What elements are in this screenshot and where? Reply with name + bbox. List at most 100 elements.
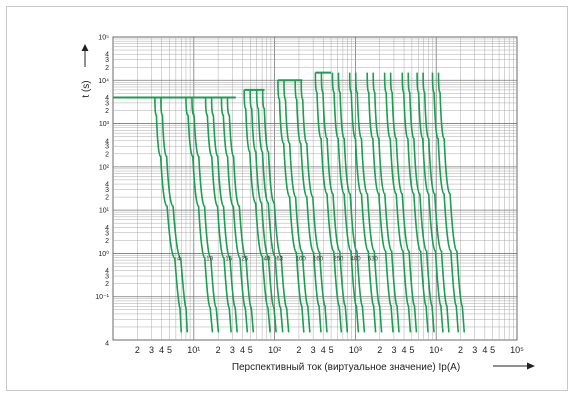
x-tick-label: 2 (135, 345, 140, 355)
fuse-curve-max (210, 97, 238, 333)
rating-label: 4 (177, 257, 181, 263)
fuse-curve-max (261, 89, 290, 333)
x-tick-label: 5 (490, 345, 495, 355)
y-tick-label: 2 (105, 65, 109, 72)
y-tick-label: 4 (105, 52, 109, 59)
x-tick-label: 10⁴ (429, 345, 443, 355)
rating-label: 63 (276, 257, 283, 263)
fuse-curve-max (160, 97, 189, 333)
fuse-curve-min (314, 72, 343, 333)
x-tick-label: 4 (402, 345, 407, 355)
fuse-curve-max (407, 72, 435, 333)
y-tick-label: 10¹ (99, 208, 110, 215)
fuse-curve-min (331, 72, 360, 333)
y-tick-label: 2 (105, 238, 109, 245)
y-tick-label: 3 (105, 187, 109, 194)
rating-label: 10 (206, 257, 213, 263)
x-tick-label: 3 (472, 345, 477, 355)
x-axis-label: Перспективный ток (виртуальное значение)… (232, 362, 460, 373)
fuse-curve-min (416, 72, 444, 333)
y-tick-label: 4 (105, 138, 109, 145)
fuse-curve-max (191, 97, 220, 333)
x-axis-arrowhead (527, 362, 535, 370)
fuse-curve-min (255, 89, 284, 333)
fuse-curve-max (337, 72, 366, 333)
y-tick-label: 10³ (99, 121, 110, 128)
y-tick-label: 3 (105, 100, 109, 107)
fuse-curve-min (243, 89, 271, 333)
y-tick-label: 4 (105, 268, 109, 275)
rating-label: 630 (368, 257, 379, 263)
fuse-curve-min (431, 72, 460, 333)
y-tick-label: 4 (105, 95, 109, 102)
y-tick-label: 10⁴ (98, 78, 109, 85)
fuse-curve-min (185, 97, 214, 333)
y-tick-label: 3 (105, 274, 109, 281)
x-tick-label: 4 (159, 345, 164, 355)
fuse-curve-min (220, 97, 249, 333)
y-tick-label: 2 (105, 281, 109, 288)
fuse-curve-min (348, 72, 377, 333)
fuse-curve-max (226, 97, 255, 333)
y-tick-label: 3 (105, 144, 109, 151)
fuse-curve-min (294, 80, 322, 333)
rating-label: 100 (296, 257, 307, 263)
y-tick-label: 10⁰ (98, 250, 109, 258)
x-tick-label: 5 (329, 345, 334, 355)
x-tick-label: 2 (458, 345, 463, 355)
x-tick-label: 10¹ (187, 345, 200, 355)
fuse-curve-max (354, 72, 383, 333)
y-tick-label: 4 (105, 182, 109, 189)
rating-label: 40 (264, 257, 271, 263)
y-tick-label: 10⁻¹ (95, 294, 109, 301)
fuse-curve-max (249, 89, 277, 333)
x-tick-label: 4 (321, 345, 326, 355)
plot-area (112, 36, 518, 341)
rating-label: 400 (351, 257, 362, 263)
fuse-curve-max (389, 72, 418, 333)
y-tick-label: 3 (105, 230, 109, 237)
y-tick-label: 2 (105, 108, 109, 115)
x-tick-label: 5 (409, 345, 414, 355)
y-tick-label: 4 (105, 341, 109, 348)
rating-label: 25 (241, 257, 248, 263)
y-tick-label: 2 (105, 151, 109, 158)
x-tick-label: 10³ (349, 345, 362, 355)
x-tick-label: 5 (248, 345, 253, 355)
fuse-curve-max (437, 72, 466, 333)
fuse-curve-min (366, 72, 394, 333)
x-tick-label: 10⁵ (510, 345, 524, 355)
fuse-curve-max (422, 72, 450, 333)
fuse-curve-min (383, 72, 412, 333)
y-tick-label: 10² (99, 164, 110, 171)
fuse-curve-max (320, 72, 349, 333)
fuse-curve-max (372, 72, 400, 333)
y-tick-label: 4 (105, 225, 109, 232)
y-tick-label: 3 (105, 57, 109, 64)
x-tick-label: 3 (230, 345, 235, 355)
rating-label: 250 (333, 257, 344, 263)
fuse-curve-min (154, 97, 183, 333)
rating-label: 16 (225, 257, 232, 263)
y-tick-label: 10⁵ (98, 35, 109, 42)
x-tick-label: 2 (377, 345, 382, 355)
x-tick-label: 2 (216, 345, 221, 355)
y-axis-label: t (s) (81, 80, 92, 97)
fuse-curve-min (204, 97, 232, 333)
x-tick-label: 4 (240, 345, 245, 355)
chart-frame: 10⁵ 4 3 2 10⁴ 4 3 2 10³ 4 3 2 10² 4 3 2 10¹ 4 3 2 10⁰ 4 3 2 10⁻¹… (6, 6, 568, 391)
rating-label: 160 (313, 257, 324, 263)
time-current-chart: 10⁵43210⁴43210³43210²43210¹43210⁰43210⁻¹… (81, 35, 535, 373)
x-tick-label: 3 (311, 345, 316, 355)
fuse-curve-max (283, 80, 311, 333)
x-tick-label: 3 (149, 345, 154, 355)
x-tick-label: 3 (391, 345, 396, 355)
fuse-curve-min (277, 80, 305, 333)
y-tick-label: 2 (105, 195, 109, 202)
x-tick-label: 5 (167, 345, 172, 355)
x-tick-label: 10² (268, 345, 281, 355)
x-tick-label: 2 (296, 345, 301, 355)
fuse-curve-max (300, 80, 328, 333)
y-axis-arrowhead (81, 44, 89, 51)
fuse-curve-min (401, 72, 429, 333)
